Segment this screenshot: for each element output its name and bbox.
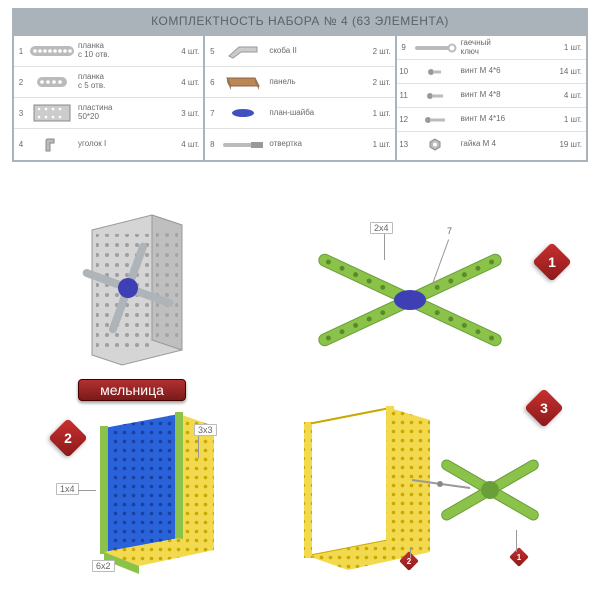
callout-6x2: 6х2	[92, 560, 115, 572]
parts-table: КОМПЛЕКТНОСТЬ НАБОРА № 4 (63 ЭЛЕМЕНТА) 1…	[12, 8, 588, 180]
table-row: 7план-шайба1 шт.	[205, 98, 394, 129]
mill-silver	[82, 210, 192, 380]
step1-blades	[300, 230, 520, 360]
table-row: 5скоба II2 шт.	[205, 36, 394, 67]
step-badge-3: 3	[524, 388, 564, 428]
table-col-1: 1планкас 10 отв.4 шт. 2планкас 5 отв.4 ш…	[14, 36, 203, 160]
table-row: 11винт М 4*84 шт.	[397, 84, 586, 108]
table-row: 1планкас 10 отв.4 шт.	[14, 36, 203, 67]
step2-box	[84, 410, 234, 585]
table-col-2: 5скоба II2 шт. 6панель2 шт. 7план-шайба1…	[205, 36, 394, 160]
table-row: 3пластина50*203 шт.	[14, 98, 203, 129]
table-col-3: 9гаечныйключ1 шт. 10винт М 4*614 шт. 11в…	[397, 36, 586, 160]
callout-2x4: 2х4	[370, 222, 393, 234]
callout-1x4: 1х4	[56, 483, 79, 495]
callout-3x3: 3х3	[194, 424, 217, 436]
table-row: 12винт М 4*161 шт.	[397, 108, 586, 132]
callout-7: 7	[444, 226, 455, 236]
step-badge-2: 2	[48, 418, 88, 458]
mini-badge-1: 1	[509, 547, 529, 567]
mill-label: мельница	[78, 379, 186, 401]
table-row: 4уголок I4 шт.	[14, 129, 203, 160]
table-row: 6панель2 шт.	[205, 67, 394, 98]
step-badge-1: 1	[532, 242, 572, 282]
table-body: 1планкас 10 отв.4 шт. 2планкас 5 отв.4 ш…	[12, 34, 588, 162]
table-row: 13гайка М 419 шт.	[397, 132, 586, 156]
table-row: 9гаечныйключ1 шт.	[397, 36, 586, 60]
table-title: КОМПЛЕКТНОСТЬ НАБОРА № 4 (63 ЭЛЕМЕНТА)	[12, 8, 588, 34]
table-row: 2планкас 5 отв.4 шт.	[14, 67, 203, 98]
mini-badge-2: 2	[399, 551, 419, 571]
table-row: 10винт М 4*614 шт.	[397, 60, 586, 84]
table-row: 8отвертка1 шт.	[205, 129, 394, 160]
